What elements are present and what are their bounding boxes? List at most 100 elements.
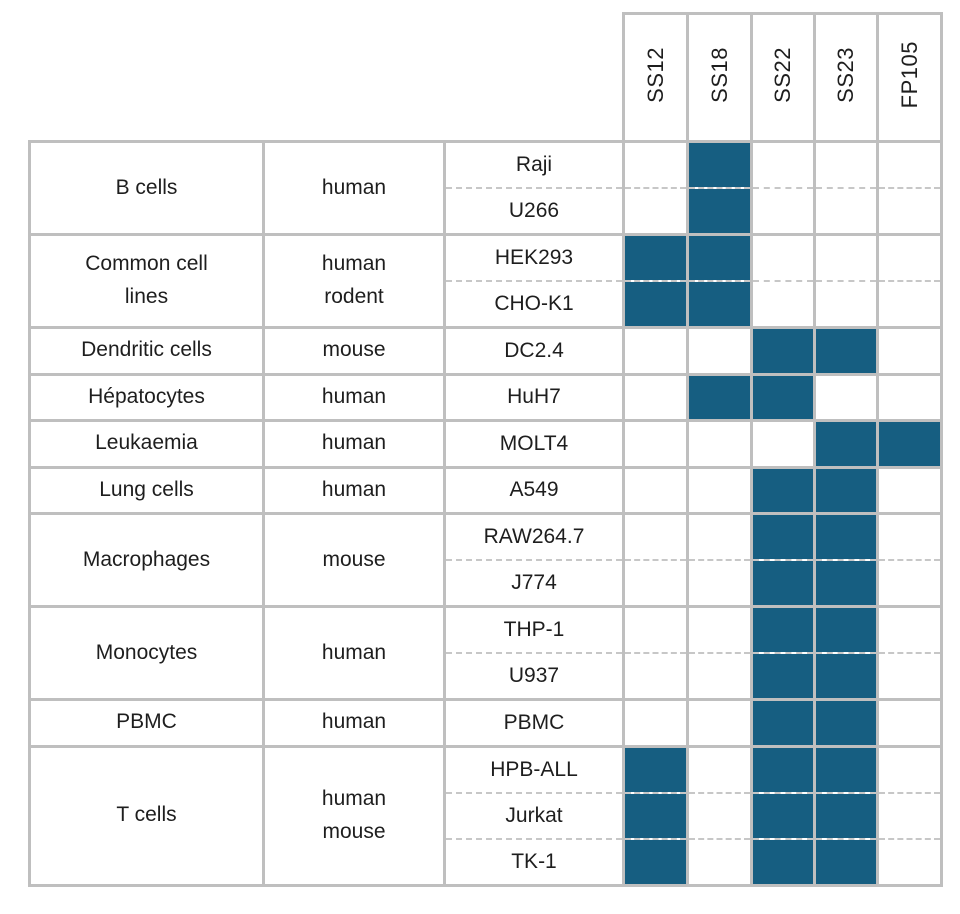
- matrix-cell-HEK293-SS18: [686, 233, 753, 281]
- cell-line-cell: HEK293: [443, 233, 625, 281]
- matrix-cell-Raji-SS12: [622, 140, 689, 188]
- table-row: U937: [30, 652, 943, 701]
- cell-type-cell: Macrophages: [28, 512, 265, 608]
- table-row: Lung cells human A549: [28, 465, 943, 515]
- matrix-cell-CHO-K1-SS23: [813, 280, 879, 329]
- matrix-cell-HPB-ALL-SS22: [750, 744, 816, 793]
- matrix-cell-HuH7-FP105: [876, 372, 943, 422]
- matrix-cell-HEK293-SS23: [813, 233, 879, 281]
- header-spacer: [30, 14, 624, 142]
- matrix-cell-U266-FP105: [876, 187, 943, 236]
- matrix-cell-CHO-K1-SS18: [686, 280, 753, 329]
- matrix-cell-A549-SS23: [813, 465, 879, 515]
- cell-line-cell: RAW264.7: [443, 512, 625, 560]
- cell-type-cell: Hépatocytes: [28, 372, 265, 422]
- compound-header-FP105: FP105: [876, 12, 943, 143]
- cell-line-cell: TK-1: [443, 838, 625, 887]
- matrix-cell-Jurkat-FP105: [876, 791, 943, 839]
- matrix-cell-HPB-ALL-SS18: [686, 744, 753, 793]
- cell-line-cell: DC2.4: [443, 326, 625, 376]
- matrix-cell-J774-SS18: [686, 559, 753, 608]
- matrix-cell-U937-SS22: [750, 652, 816, 701]
- species-cell: mouse: [262, 512, 446, 608]
- compound-header-label: FP105: [896, 40, 922, 109]
- table-row: Monocytes human THP-1: [28, 605, 943, 701]
- matrix-cell-TK-1-SS18: [686, 838, 753, 887]
- compound-header-SS23: SS23: [813, 12, 879, 143]
- compound-header-SS12: SS12: [622, 12, 689, 143]
- matrix-cell-Raji-SS18: [686, 140, 753, 188]
- cell-type-cell: Leukaemia: [28, 419, 265, 469]
- matrix-cell-THP-1-SS22: [750, 605, 816, 653]
- cell-line-cell: Jurkat: [443, 791, 625, 839]
- matrix-cell-PBMC-SS18: [686, 698, 753, 748]
- matrix-cell-A549-FP105: [876, 465, 943, 515]
- cell-line-cell: PBMC: [443, 698, 625, 748]
- matrix-cell-DC2.4-SS23: [813, 326, 879, 376]
- matrix-cell-RAW264.7-SS23: [813, 512, 879, 560]
- table-row: T cells human mouse HPB-ALL: [28, 744, 943, 887]
- species-cell: human mouse: [262, 744, 446, 887]
- matrix-cell-TK-1-FP105: [876, 838, 943, 887]
- table-row: Hépatocytes human HuH7: [28, 372, 943, 422]
- matrix-cell-J774-SS22: [750, 559, 816, 608]
- matrix-cell-Jurkat-SS18: [686, 791, 753, 839]
- cell-line-cell: HuH7: [443, 372, 625, 422]
- table-row: TK-1: [30, 838, 943, 887]
- matrix-cell-HuH7-SS22: [750, 372, 816, 422]
- matrix-cell-HEK293-SS12: [622, 233, 689, 281]
- table-row: J774: [30, 559, 943, 608]
- matrix-cell-DC2.4-SS12: [622, 326, 689, 376]
- matrix-cell-THP-1-SS23: [813, 605, 879, 653]
- compound-header-SS22: SS22: [750, 12, 816, 143]
- table-row: Leukaemia human MOLT4: [28, 419, 943, 469]
- matrix-cell-Jurkat-SS12: [622, 791, 689, 839]
- table-row: PBMC human PBMC: [28, 698, 943, 748]
- matrix-cell-HEK293-FP105: [876, 233, 943, 281]
- species-cell: mouse: [262, 326, 446, 376]
- matrix-body: SS12 SS18 SS22 SS23 FP105 B cells human Raji U26…: [28, 12, 943, 887]
- matrix-cell-Jurkat-SS23: [813, 791, 879, 839]
- cell-line-cell: MOLT4: [443, 419, 625, 469]
- matrix-cell-CHO-K1-SS12: [622, 280, 689, 329]
- species-cell: human: [262, 465, 446, 515]
- matrix-cell-HPB-ALL-SS12: [622, 744, 689, 793]
- matrix-cell-A549-SS18: [686, 465, 753, 515]
- matrix-cell-HuH7-SS23: [813, 372, 879, 422]
- table-row: Jurkat: [30, 791, 943, 839]
- matrix-cell-PBMC-SS22: [750, 698, 816, 748]
- species-cell: human: [262, 605, 446, 701]
- cell-type-cell: Common cell lines: [28, 233, 265, 329]
- matrix-cell-THP-1-SS18: [686, 605, 753, 653]
- matrix-cell-Jurkat-SS22: [750, 791, 816, 839]
- compound-header-label: SS12: [642, 46, 668, 103]
- matrix-cell-HPB-ALL-FP105: [876, 744, 943, 793]
- matrix-cell-TK-1-SS23: [813, 838, 879, 887]
- matrix-cell-MOLT4-SS23: [813, 419, 879, 469]
- matrix-cell-MOLT4-SS18: [686, 419, 753, 469]
- matrix-cell-CHO-K1-FP105: [876, 280, 943, 329]
- matrix-cell-J774-SS12: [622, 559, 689, 608]
- cell-type-cell: Lung cells: [28, 465, 265, 515]
- matrix-cell-HuH7-SS18: [686, 372, 753, 422]
- cell-type-cell: B cells: [28, 140, 265, 236]
- matrix-cell-Raji-SS22: [750, 140, 816, 188]
- matrix-cell-PBMC-FP105: [876, 698, 943, 748]
- species-cell: human: [262, 698, 446, 748]
- matrix-cell-MOLT4-SS22: [750, 419, 816, 469]
- matrix-cell-Raji-SS23: [813, 140, 879, 188]
- matrix-cell-DC2.4-SS22: [750, 326, 816, 376]
- matrix-cell-MOLT4-SS12: [622, 419, 689, 469]
- cell-line-cell: A549: [443, 465, 625, 515]
- species-cell: human: [262, 372, 446, 422]
- matrix-cell-A549-SS12: [622, 465, 689, 515]
- matrix-cell-PBMC-SS12: [622, 698, 689, 748]
- cell-type-cell: Monocytes: [28, 605, 265, 701]
- matrix-cell-HEK293-SS22: [750, 233, 816, 281]
- species-cell: human: [262, 419, 446, 469]
- cell-type-cell: T cells: [28, 744, 265, 887]
- matrix-cell-RAW264.7-SS18: [686, 512, 753, 560]
- matrix-cell-U266-SS22: [750, 187, 816, 236]
- table-row: Common cell lines human rodent HEK293: [28, 233, 943, 329]
- matrix-cell-RAW264.7-SS22: [750, 512, 816, 560]
